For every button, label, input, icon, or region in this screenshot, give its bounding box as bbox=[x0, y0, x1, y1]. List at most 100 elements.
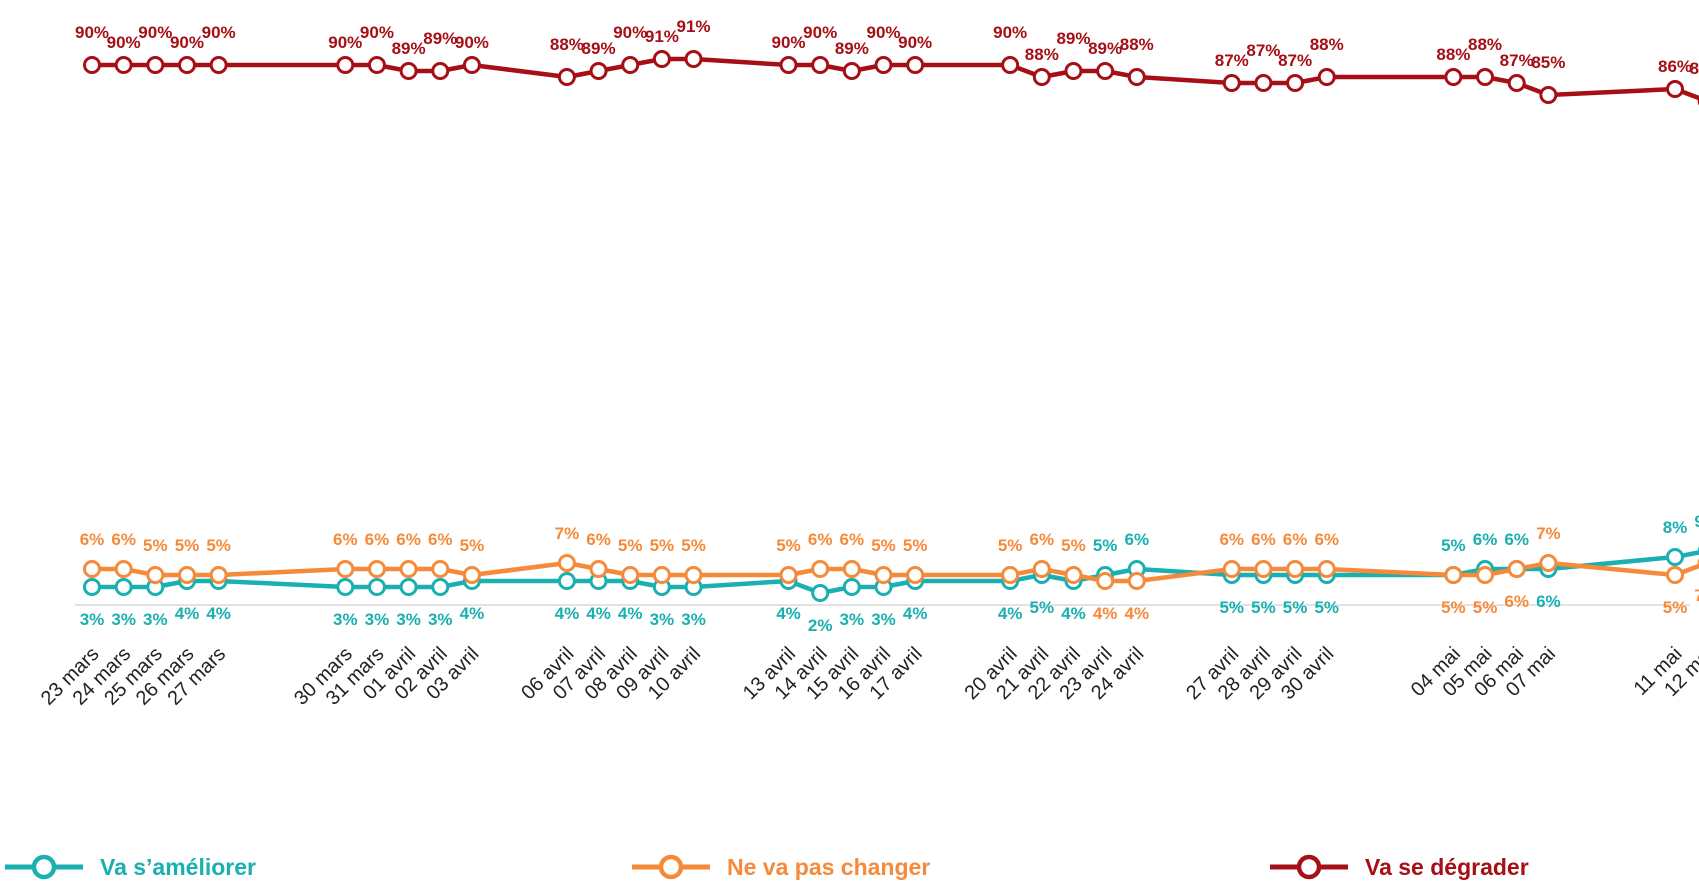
data-point bbox=[652, 50, 671, 68]
data-label: 3% bbox=[681, 610, 706, 629]
data-label: 5% bbox=[460, 536, 485, 555]
data-label: 90% bbox=[993, 23, 1027, 42]
data-point bbox=[1222, 74, 1241, 92]
data-label: 4% bbox=[618, 604, 643, 623]
data-point bbox=[1254, 560, 1273, 578]
data-point bbox=[209, 56, 228, 74]
series-markers bbox=[83, 50, 1699, 602]
data-point bbox=[146, 566, 165, 584]
data-label: 90% bbox=[455, 33, 489, 52]
data-point bbox=[1127, 68, 1146, 86]
data-label: 90% bbox=[360, 23, 394, 42]
data-point bbox=[811, 584, 830, 602]
data-point bbox=[1096, 572, 1115, 590]
data-label: 90% bbox=[170, 33, 204, 52]
data-point bbox=[589, 560, 608, 578]
data-label: 88% bbox=[1310, 35, 1344, 54]
data-label: 88% bbox=[1120, 35, 1154, 54]
data-point bbox=[842, 560, 861, 578]
legend-entry: Va se dégrader bbox=[1365, 854, 1529, 880]
data-label: 6% bbox=[1536, 592, 1561, 611]
data-label: 3% bbox=[840, 610, 865, 629]
data-point bbox=[367, 560, 386, 578]
data-label: 2% bbox=[808, 616, 833, 635]
data-point bbox=[336, 560, 355, 578]
data-point bbox=[209, 566, 228, 584]
data-label: 5% bbox=[1219, 598, 1244, 617]
legend-marker bbox=[658, 854, 684, 880]
data-point bbox=[1001, 566, 1020, 584]
legend-entry: Ne va pas changer bbox=[727, 854, 930, 880]
data-label: 4% bbox=[175, 604, 200, 623]
data-point bbox=[684, 50, 703, 68]
data-point bbox=[557, 572, 576, 590]
data-label: 3% bbox=[396, 610, 421, 629]
data-point bbox=[874, 566, 893, 584]
data-point bbox=[114, 56, 133, 74]
data-label: 87% bbox=[1500, 51, 1534, 70]
data-point bbox=[431, 560, 450, 578]
data-label: 5% bbox=[1473, 598, 1498, 617]
data-point bbox=[114, 560, 133, 578]
data-label: 90% bbox=[328, 33, 362, 52]
data-point bbox=[842, 578, 861, 596]
data-label: 5% bbox=[1030, 598, 1055, 617]
data-point bbox=[177, 56, 196, 74]
data-point bbox=[1444, 68, 1463, 86]
data-label: 3% bbox=[365, 610, 390, 629]
data-label: 90% bbox=[866, 23, 900, 42]
data-point bbox=[1507, 560, 1526, 578]
data-point bbox=[83, 56, 101, 74]
data-label: 90% bbox=[75, 23, 109, 42]
data-label: 3% bbox=[80, 610, 105, 629]
data-label: 89% bbox=[1056, 29, 1090, 48]
data-label: 6% bbox=[365, 530, 390, 549]
data-label: 3% bbox=[143, 610, 168, 629]
data-point bbox=[906, 566, 925, 584]
data-point bbox=[874, 56, 893, 74]
data-label: 4% bbox=[586, 604, 611, 623]
data-point bbox=[842, 62, 861, 80]
data-label: 3% bbox=[428, 610, 453, 629]
data-label: 5% bbox=[1314, 598, 1339, 617]
data-label: 5% bbox=[618, 536, 643, 555]
data-point bbox=[83, 578, 101, 596]
data-label: 5% bbox=[650, 536, 675, 555]
data-labels: 3% 3% 3% 4% 4% 3% 3% 3% 3% 4% 4% 4% 4% 3% 3% 4% 2% 3% 3% 4%… bbox=[75, 17, 1699, 635]
data-label: 89% bbox=[1088, 39, 1122, 58]
data-label: 4% bbox=[998, 604, 1023, 623]
data-point bbox=[367, 56, 386, 74]
data-label: 5% bbox=[776, 536, 801, 555]
data-point bbox=[462, 56, 481, 74]
data-point bbox=[114, 578, 133, 596]
data-label: 89% bbox=[835, 39, 869, 58]
data-label: 4% bbox=[903, 604, 928, 623]
data-point bbox=[1032, 68, 1051, 86]
data-point bbox=[811, 56, 830, 74]
data-point bbox=[1096, 62, 1115, 80]
data-label: 5% bbox=[998, 536, 1023, 555]
data-label: 3% bbox=[333, 610, 358, 629]
data-label: 88% bbox=[1468, 35, 1502, 54]
data-label: 6% bbox=[1219, 530, 1244, 549]
data-point bbox=[1127, 572, 1146, 590]
data-label: 6% bbox=[111, 530, 136, 549]
data-point bbox=[146, 56, 165, 74]
data-label: 5% bbox=[871, 536, 896, 555]
data-label: 88% bbox=[550, 35, 584, 54]
data-point bbox=[1539, 554, 1558, 572]
data-label: 6% bbox=[1504, 592, 1529, 611]
data-label: 5% bbox=[1441, 598, 1466, 617]
data-label: 5% bbox=[1093, 536, 1118, 555]
data-point bbox=[177, 566, 196, 584]
series-lines bbox=[89, 56, 1699, 596]
data-label: 87% bbox=[1215, 51, 1249, 70]
data-label: 90% bbox=[138, 23, 172, 42]
data-label: 3% bbox=[111, 610, 136, 629]
data-label: 6% bbox=[1124, 530, 1149, 549]
data-label: 90% bbox=[803, 23, 837, 42]
data-label: 9% bbox=[1694, 512, 1699, 531]
data-point bbox=[652, 566, 671, 584]
